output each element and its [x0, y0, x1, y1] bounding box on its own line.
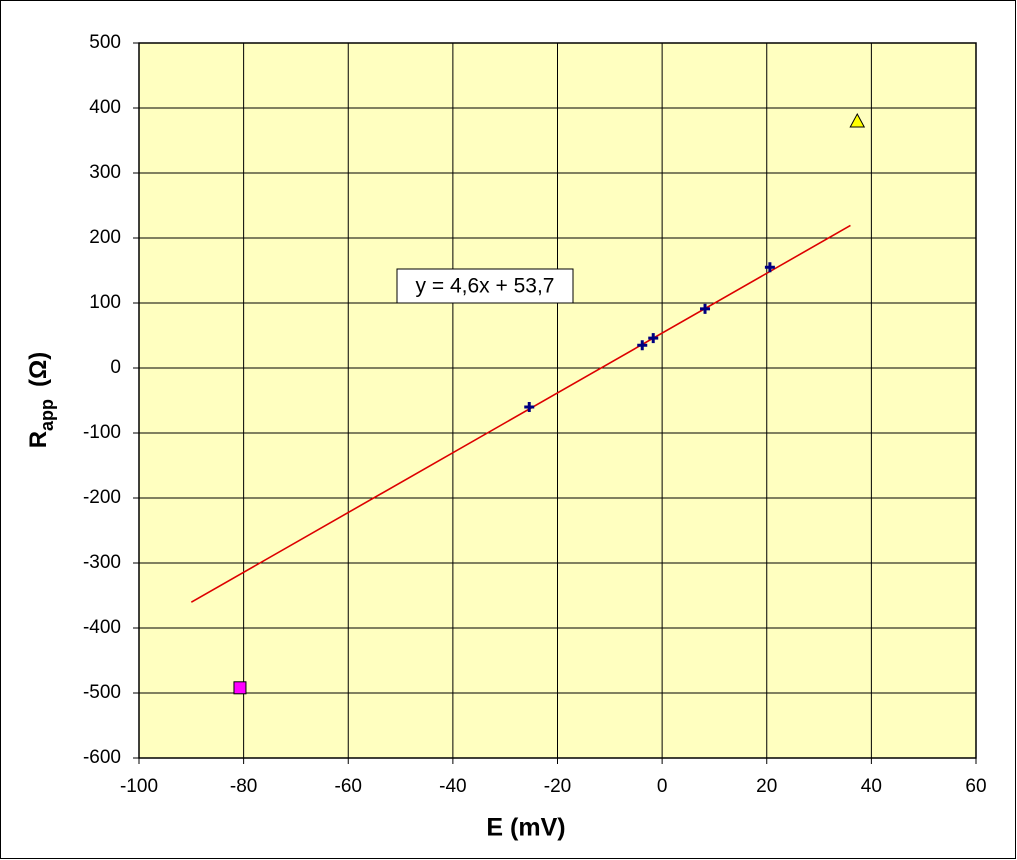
- y-label-subscript: app: [37, 399, 57, 431]
- y-label-unit: (Ω): [25, 352, 52, 387]
- point: [233, 681, 247, 695]
- equation-label: y = 4,6x + 53,7: [416, 275, 555, 298]
- x-tick-label: -80: [230, 776, 257, 797]
- point: [700, 303, 711, 314]
- x-tick-label: 20: [756, 776, 777, 797]
- trendline: [190, 224, 851, 603]
- x-tick-label: 0: [657, 776, 668, 797]
- point: [764, 262, 775, 273]
- y-tick-label: 500: [89, 32, 121, 53]
- x-tick-label: -100: [120, 776, 158, 797]
- point: [648, 333, 659, 344]
- y-tick-label: 400: [89, 97, 121, 118]
- equation-box: [396, 268, 574, 304]
- x-axis-label: E (mV): [486, 814, 565, 842]
- y-tick-label: 100: [89, 292, 121, 313]
- x-tick-label: -40: [439, 776, 466, 797]
- point: [637, 340, 648, 351]
- y-tick-label: 200: [89, 227, 121, 248]
- x-tick-label: 60: [965, 776, 986, 797]
- y-tick-label: -500: [83, 682, 121, 703]
- y-tick-label: -300: [83, 552, 121, 573]
- point: [524, 402, 535, 412]
- y-axis-label: Rapp (Ω): [25, 352, 56, 449]
- y-tick-label: -400: [83, 617, 121, 638]
- y-label-main: R: [25, 431, 52, 448]
- point: [849, 112, 866, 128]
- y-tick-label: 0: [110, 357, 121, 378]
- x-tick-label: 40: [861, 776, 882, 797]
- y-tick-label: -600: [83, 747, 121, 768]
- y-tick-label: 300: [89, 162, 121, 183]
- x-tick-label: -20: [544, 776, 571, 797]
- x-tick-label: -60: [335, 776, 362, 797]
- y-tick-label: -100: [83, 422, 121, 443]
- y-tick-label: -200: [83, 487, 121, 508]
